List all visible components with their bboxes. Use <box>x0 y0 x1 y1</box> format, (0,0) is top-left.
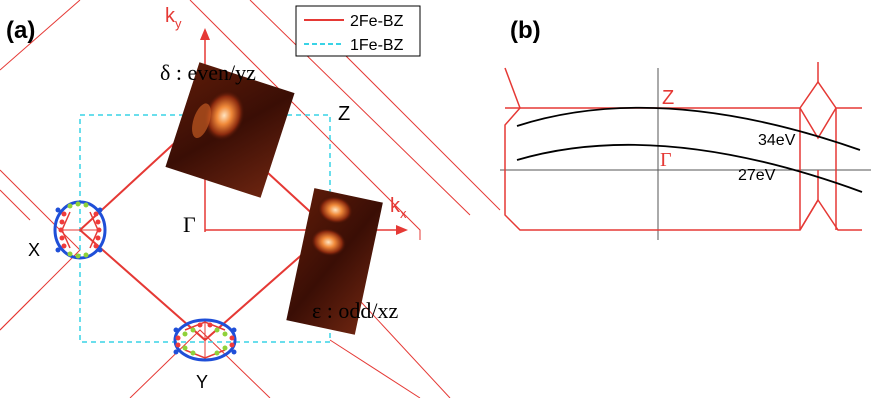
y-point-label: Y <box>196 372 208 392</box>
pocket-y <box>173 318 237 362</box>
cut-27ev-curve <box>516 143 863 193</box>
epsilon-label: ε : odd/xz <box>312 298 398 323</box>
z-point-label: Z <box>338 103 350 125</box>
b-gamma-point-label: Γ <box>660 149 672 171</box>
delta-label: δ : even/yz <box>160 60 256 85</box>
arpes-map-delta <box>165 62 295 198</box>
cut-34ev-curve <box>516 106 861 151</box>
cut-27ev-label: 27eV <box>738 167 776 184</box>
legend-label-2fe: 2Fe-BZ <box>350 13 404 30</box>
kx-arrow-icon <box>396 225 408 235</box>
bz-cross-section <box>504 62 862 231</box>
panel-a-label: (a) <box>6 17 35 44</box>
arpes-map-epsilon <box>286 188 383 335</box>
pocket-x <box>53 200 107 260</box>
legend: 2Fe-BZ 1Fe-BZ <box>295 5 421 57</box>
cut-34ev-label: 34eV <box>758 132 796 149</box>
legend-label-1fe: 1Fe-BZ <box>350 37 404 54</box>
x-point-label: X <box>28 240 40 260</box>
panel-a: (a) <box>0 0 501 398</box>
panel-b-label: (b) <box>510 17 541 44</box>
b-z-point-label: Z <box>662 87 674 109</box>
ky-label: ky <box>165 5 182 31</box>
kx-label: kx <box>390 195 407 221</box>
gamma-point-label: Γ <box>183 212 196 237</box>
panel-b: (b) Z Γ 34eV 27eV <box>500 17 871 240</box>
ky-arrow-icon <box>200 28 210 40</box>
